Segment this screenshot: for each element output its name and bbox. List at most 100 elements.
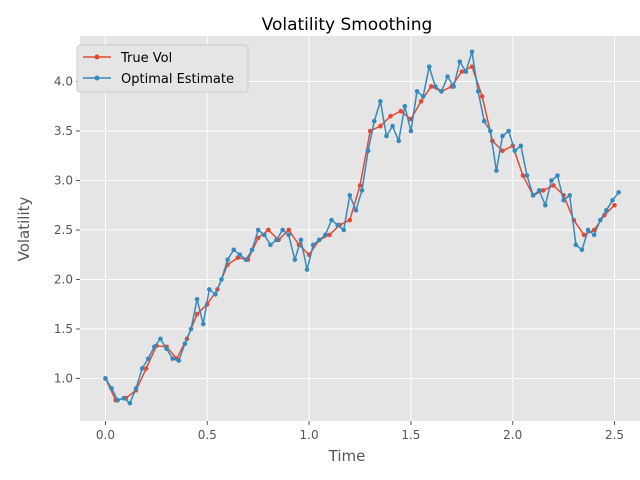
data-point-optimal-estimate <box>286 232 292 238</box>
data-point-optimal-estimate <box>475 89 481 94</box>
data-point-optimal-estimate <box>457 59 463 65</box>
data-point-optimal-estimate <box>610 197 615 203</box>
data-point-optimal-estimate <box>365 148 371 154</box>
x-tick-label: 2.0 <box>503 428 522 442</box>
data-point-true-vol <box>347 217 353 223</box>
data-point-optimal-estimate <box>591 232 597 238</box>
data-point-optimal-estimate <box>152 344 157 350</box>
data-point-optimal-estimate <box>469 49 475 55</box>
y-tick-label: 1.0 <box>54 371 73 385</box>
data-point-optimal-estimate <box>298 237 304 243</box>
data-point-optimal-estimate <box>188 326 194 332</box>
data-point-optimal-estimate <box>231 247 237 253</box>
data-point-optimal-estimate <box>445 74 450 79</box>
legend: True Vol Optimal Estimate <box>76 44 249 93</box>
data-point-optimal-estimate <box>433 84 438 89</box>
data-point-true-vol <box>357 183 363 188</box>
data-point-optimal-estimate <box>500 133 505 139</box>
data-point-optimal-estimate <box>341 227 347 233</box>
data-point-true-vol <box>378 123 383 129</box>
data-point-optimal-estimate <box>555 173 560 178</box>
data-point-optimal-estimate <box>194 296 200 302</box>
data-point-true-vol <box>418 99 424 104</box>
data-point-optimal-estimate <box>530 193 536 198</box>
data-point-optimal-estimate <box>426 64 432 69</box>
x-tick-label: 0.0 <box>96 428 115 442</box>
data-point-optimal-estimate <box>200 321 206 327</box>
data-point-optimal-estimate <box>481 118 487 124</box>
data-point-optimal-estimate <box>280 227 285 233</box>
data-point-optimal-estimate <box>109 386 114 391</box>
data-point-optimal-estimate <box>396 138 401 144</box>
data-point-optimal-estimate <box>536 188 542 193</box>
data-point-optimal-estimate <box>329 217 334 223</box>
data-point-true-vol <box>286 227 292 233</box>
data-point-optimal-estimate <box>310 242 316 248</box>
data-point-optimal-estimate <box>335 222 340 228</box>
chart-title: Volatility Smoothing <box>262 15 433 35</box>
data-point-optimal-estimate <box>164 346 169 352</box>
data-point-optimal-estimate <box>103 376 108 381</box>
legend-label-true-vol: True Vol <box>120 51 172 66</box>
data-point-true-vol <box>194 311 200 317</box>
data-point-optimal-estimate <box>359 188 365 193</box>
data-point-optimal-estimate <box>518 143 524 149</box>
data-point-optimal-estimate <box>494 168 499 173</box>
x-tick-label: 2.5 <box>605 428 624 442</box>
data-point-optimal-estimate <box>225 257 230 262</box>
data-point-optimal-estimate <box>451 84 456 89</box>
data-point-optimal-estimate <box>304 267 310 272</box>
y-tick-label: 1.5 <box>54 322 73 336</box>
data-point-optimal-estimate <box>353 207 359 213</box>
data-point-true-vol <box>540 188 546 193</box>
data-point-optimal-estimate <box>597 217 603 223</box>
legend-box <box>76 44 249 93</box>
data-point-optimal-estimate <box>213 292 218 297</box>
data-point-optimal-estimate <box>237 252 243 258</box>
data-point-optimal-estimate <box>127 400 133 406</box>
y-tick-label: 2.5 <box>54 223 73 237</box>
data-point-optimal-estimate <box>139 366 145 371</box>
data-point-true-vol <box>398 108 404 114</box>
data-point-true-vol <box>612 202 617 208</box>
legend-label-optimal-estimate: Optimal Estimate <box>121 72 234 87</box>
data-point-optimal-estimate <box>579 247 585 253</box>
data-point-optimal-estimate <box>573 242 579 248</box>
data-point-optimal-estimate <box>420 94 426 99</box>
data-point-optimal-estimate <box>292 257 298 262</box>
data-point-optimal-estimate <box>408 128 414 134</box>
legend-marker-true-vol <box>94 54 100 60</box>
data-point-optimal-estimate <box>219 277 224 282</box>
data-point-optimal-estimate <box>249 247 255 253</box>
data-point-optimal-estimate <box>182 341 188 347</box>
data-point-true-vol <box>266 227 271 233</box>
data-point-true-vol <box>428 84 434 89</box>
data-point-true-vol <box>520 173 526 178</box>
data-point-optimal-estimate <box>604 207 609 213</box>
y-tick-label: 2.0 <box>54 272 73 286</box>
data-point-optimal-estimate <box>243 257 249 262</box>
data-point-true-vol <box>469 64 475 69</box>
data-point-optimal-estimate <box>347 193 353 198</box>
data-point-optimal-estimate <box>268 242 273 248</box>
data-point-optimal-estimate <box>402 103 408 109</box>
data-point-optimal-estimate <box>543 202 548 208</box>
data-point-optimal-estimate <box>384 133 389 139</box>
data-point-optimal-estimate <box>158 336 163 342</box>
data-point-true-vol <box>479 94 485 99</box>
data-point-optimal-estimate <box>567 193 573 198</box>
x-axis-label: Time <box>328 447 366 465</box>
y-tick-label: 4.0 <box>54 75 73 89</box>
data-point-optimal-estimate <box>390 123 395 129</box>
data-point-optimal-estimate <box>488 128 493 134</box>
data-point-true-vol <box>388 113 393 119</box>
grid <box>80 36 640 421</box>
data-point-optimal-estimate <box>414 89 420 94</box>
data-point-true-vol <box>581 232 587 238</box>
data-point-optimal-estimate <box>512 148 518 154</box>
y-tick-label: 3.5 <box>54 124 73 138</box>
data-point-optimal-estimate <box>616 190 621 195</box>
data-point-optimal-estimate <box>274 237 279 243</box>
y-axis-label: Volatility <box>15 196 33 261</box>
